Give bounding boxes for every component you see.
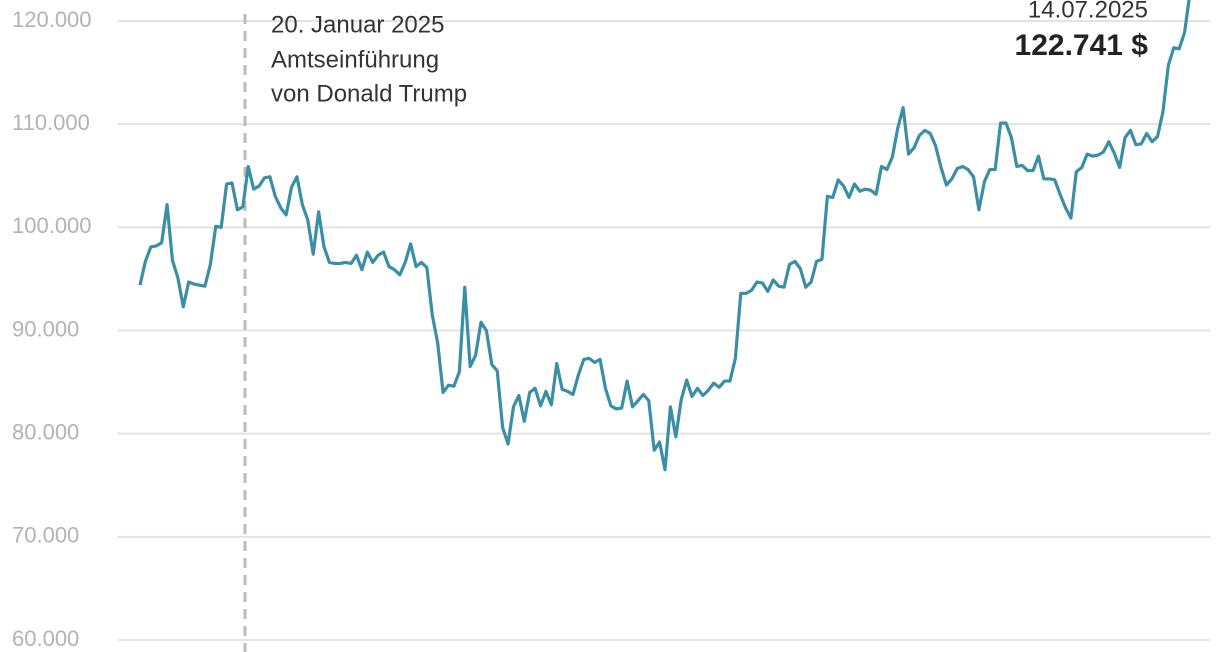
event-date: 20. Januar 2025 [271,11,444,38]
data-line [138,0,1191,472]
y-tick-label: 110.000 [12,110,90,135]
event-text: von Donald Trump [271,80,467,107]
y-tick-label: 80.000 [12,419,79,444]
y-tick-label: 60.000 [12,626,79,651]
event-text: Amtseinführung [271,46,439,73]
end-date: 14.07.2025 [1028,0,1148,23]
y-tick-label: 100.000 [12,213,92,238]
y-tick-label: 70.000 [12,523,79,548]
end-value-label: 122.741 $ [1015,29,1149,62]
plot [138,0,1191,472]
y-tick-label: 90.000 [12,316,79,341]
grid: 60.000 70.000 80.000 90.000 100.000 110.000 12… [12,7,1210,651]
y-tick-label: 120.000 [12,7,92,32]
